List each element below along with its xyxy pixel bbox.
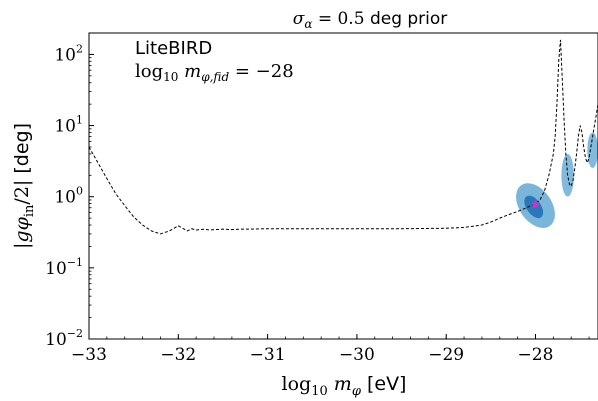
posterior-outer-blob: [587, 132, 598, 169]
fiducial-point-marker: [532, 201, 539, 208]
x-tick-label: −29: [428, 345, 464, 365]
x-tick-label: −31: [250, 345, 286, 365]
x-tick-label: −30: [339, 345, 375, 365]
chart-title: σα = 0.5 deg prior: [293, 9, 448, 31]
y-tick-label: 102: [54, 42, 83, 65]
y-tick-label: 101: [54, 114, 83, 137]
x-axis-label: log10 mφ [eV]: [282, 373, 407, 399]
y-tick-label: 100: [54, 185, 83, 208]
y-ticks: 10−2 10−1 100 101 102: [45, 42, 94, 350]
x-tick-label: −28: [518, 345, 554, 365]
y-axis-label: |gφin/2| [deg]: [11, 123, 37, 249]
plot-area: [88, 39, 598, 235]
x-tick-label: −32: [160, 345, 196, 365]
experiment-label: LiteBIRD: [135, 38, 212, 59]
x-tick-label: −33: [71, 345, 107, 365]
fiducial-label: log10 mφ,fid = −28: [135, 61, 294, 84]
y-tick-label: 10−1: [45, 256, 83, 279]
y-tick-label: 10−2: [45, 327, 83, 350]
x-ticks: −33 −32 −31 −30 −29 −28: [71, 334, 590, 365]
axes-frame: [88, 32, 598, 340]
